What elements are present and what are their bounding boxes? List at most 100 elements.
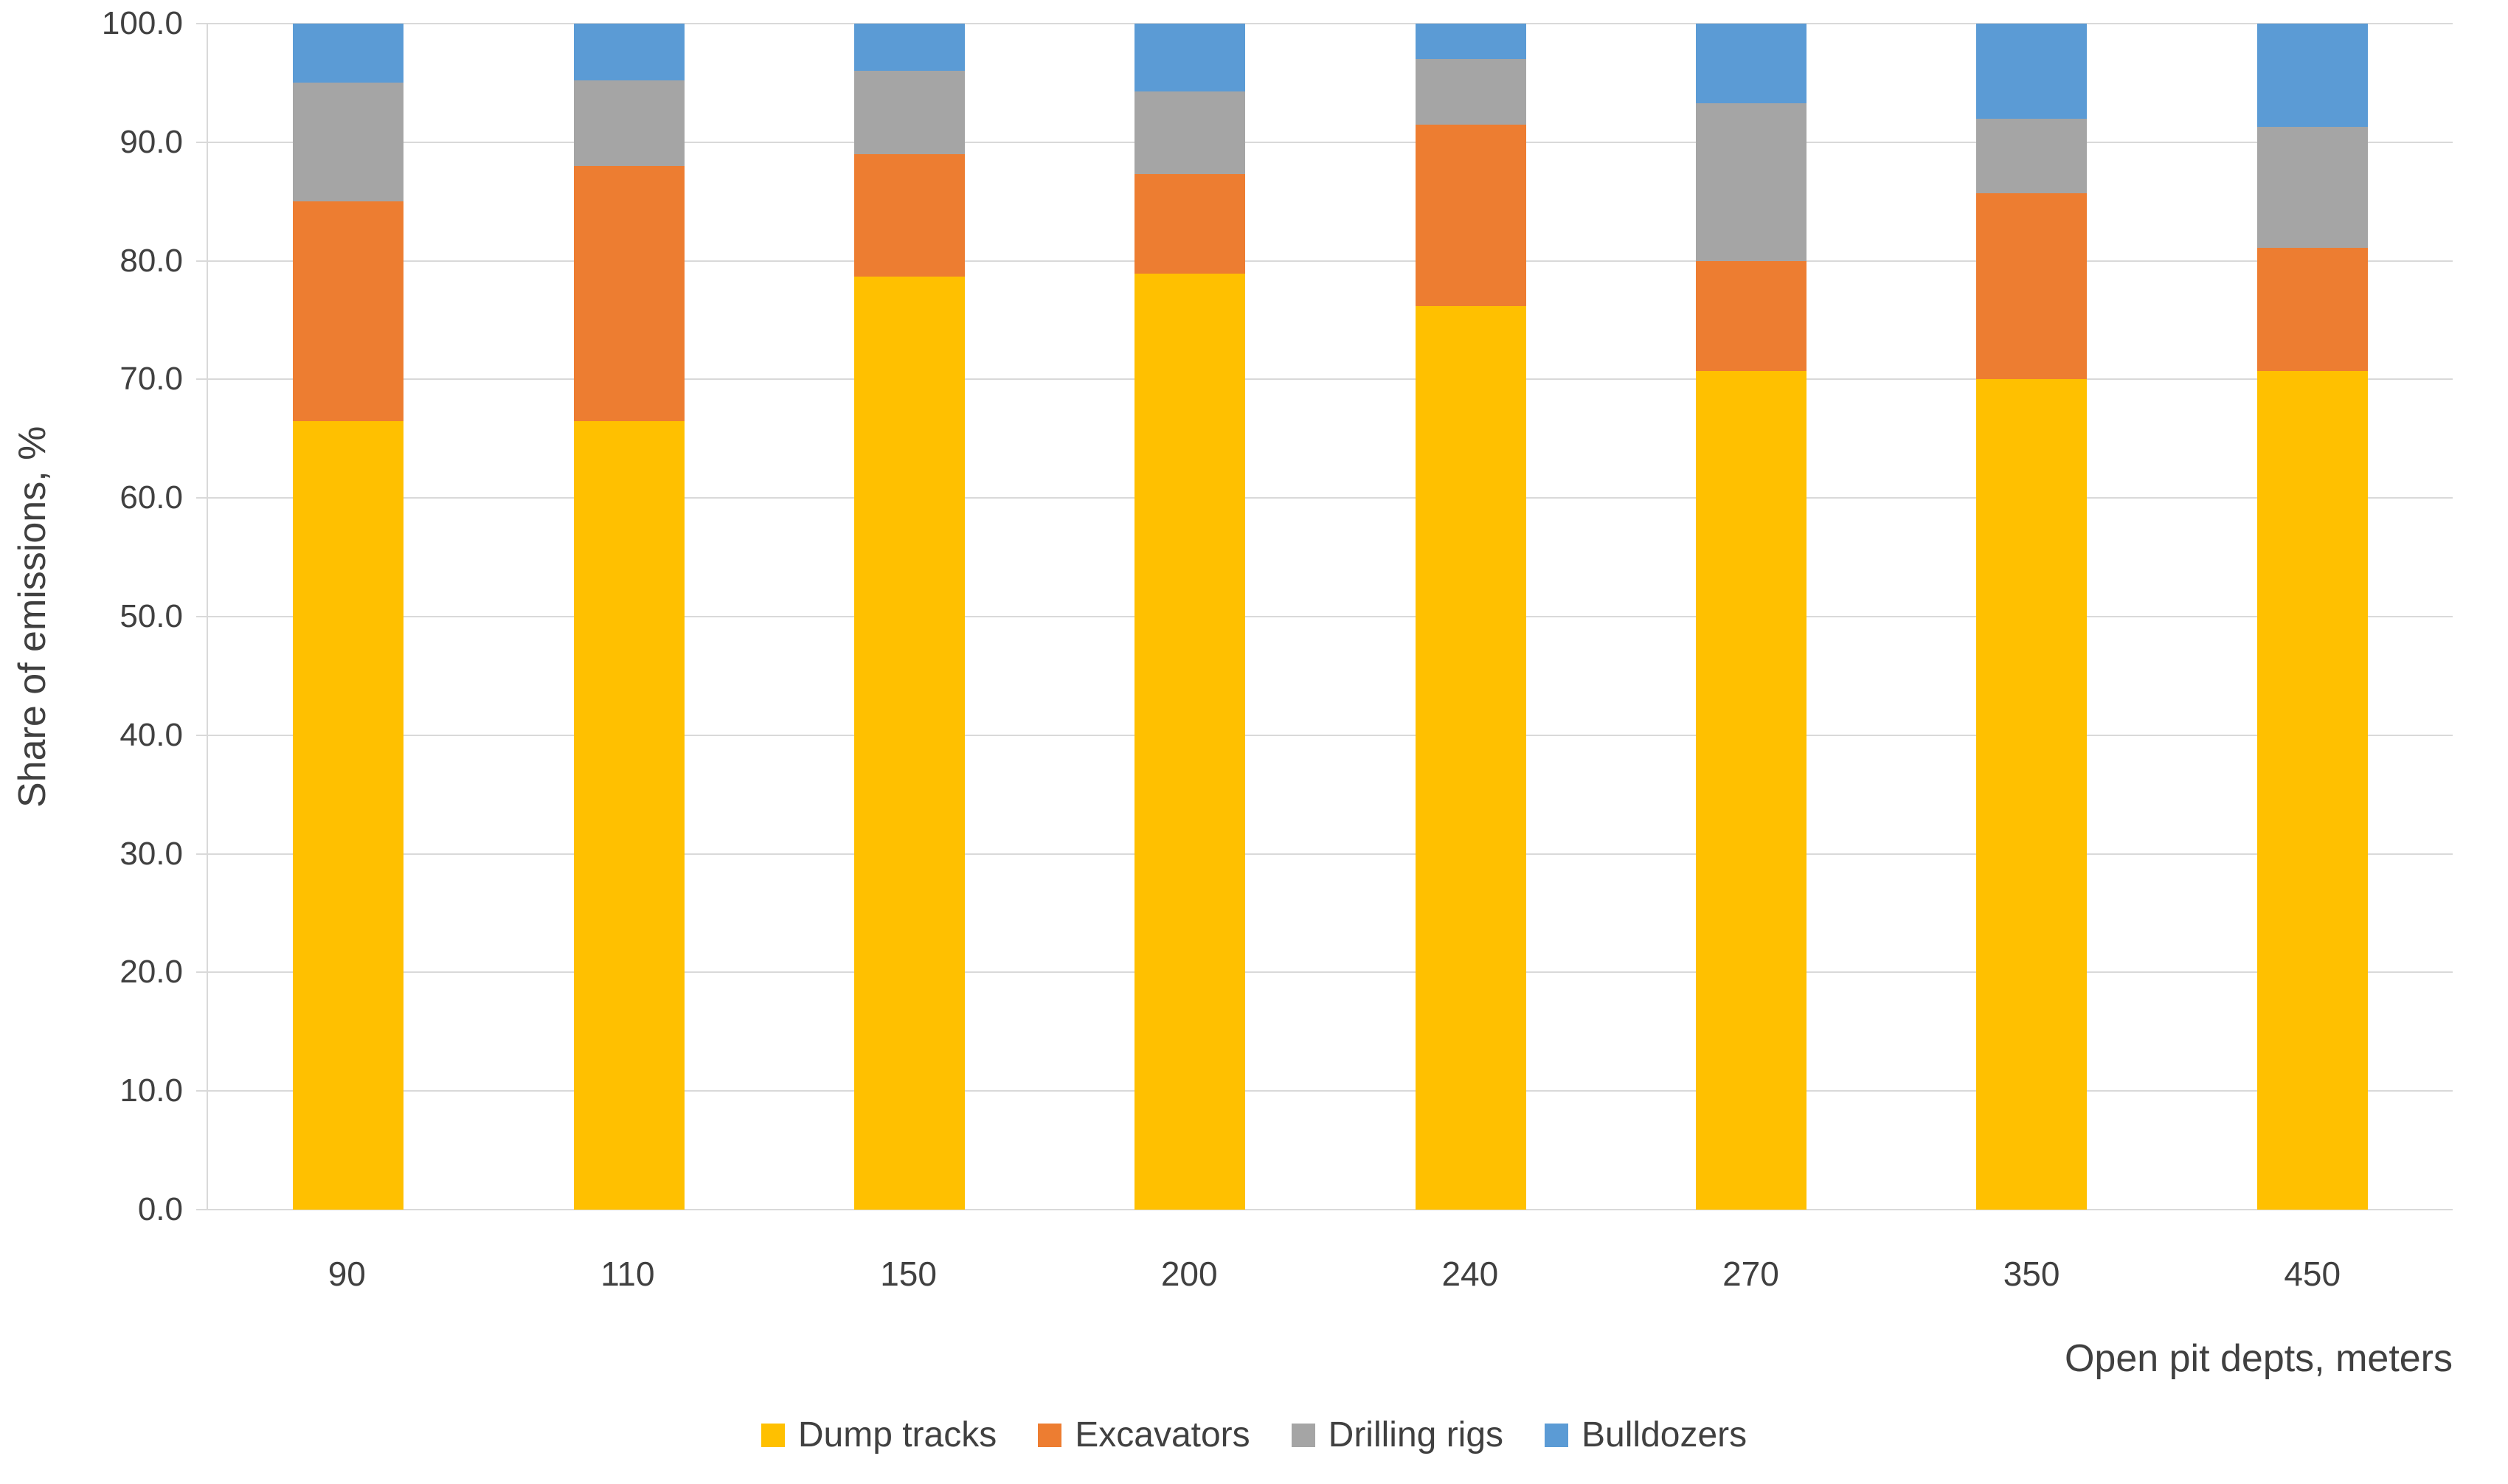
gridline <box>208 497 2453 499</box>
bar-segment-drilling-rigs-350 <box>1976 118 2088 193</box>
y-axis-tick-label: 70.0 <box>119 361 183 398</box>
legend-label: Drilling rigs <box>1328 1415 1504 1454</box>
bar-segment-excavators-450 <box>2256 247 2368 372</box>
y-axis-tick-mark <box>196 497 208 499</box>
bar-110 <box>573 24 685 1210</box>
bar-240 <box>1415 24 1526 1210</box>
y-axis-tick-label: 60.0 <box>119 479 183 516</box>
bar-350 <box>1976 24 2088 1210</box>
bar-slot-110 <box>488 24 769 1210</box>
gridline <box>208 23 2453 24</box>
y-axis-tick-mark <box>196 1090 208 1092</box>
y-axis-tick-label: 30.0 <box>119 835 183 872</box>
y-axis-tick-mark <box>196 260 208 262</box>
bar-segment-dump-tracks-270 <box>1696 371 1807 1210</box>
bar-slot-270 <box>1611 24 1891 1210</box>
legend-label: Dump tracks <box>797 1415 997 1454</box>
bar-segment-bulldozers-90 <box>293 24 404 83</box>
x-axis-tick-label: 110 <box>600 1255 655 1293</box>
bar-segment-drilling-rigs-200 <box>1135 91 1246 175</box>
bar-150 <box>853 24 965 1210</box>
gridline <box>208 141 2453 143</box>
bar-segment-excavators-150 <box>853 153 965 277</box>
bar-slot-450 <box>2172 24 2453 1210</box>
bar-segment-bulldozers-450 <box>2256 24 2368 127</box>
legend-item-dump-tracks: Dump tracks <box>761 1415 997 1455</box>
y-axis-tick-label: 10.0 <box>119 1072 183 1109</box>
legend-label: Excavators <box>1075 1415 1250 1454</box>
gridline <box>208 616 2453 617</box>
bar-segment-drilling-rigs-90 <box>293 83 404 202</box>
y-axis-tick-mark <box>196 853 208 855</box>
bar-segment-dump-tracks-150 <box>853 276 965 1210</box>
y-axis-tick-label: 80.0 <box>119 242 183 279</box>
y-axis-tick-label: 20.0 <box>119 954 183 991</box>
y-axis-tick-label: 100.0 <box>101 5 183 41</box>
bar-segment-bulldozers-270 <box>1696 24 1807 103</box>
y-axis-tick-label: 50.0 <box>119 598 183 634</box>
bar-200 <box>1135 24 1246 1210</box>
bar-segment-drilling-rigs-110 <box>573 80 685 166</box>
gridline <box>208 853 2453 855</box>
x-axis-tick-label: 270 <box>1722 1255 1779 1293</box>
gridline <box>208 1090 2453 1092</box>
y-axis-tick-mark <box>196 1209 208 1210</box>
y-axis-tick-label: 40.0 <box>119 716 183 753</box>
x-axis-tick-labels: 90 110 150 200 240 270 350 450 <box>207 1254 2453 1294</box>
y-axis-tick-mark <box>196 971 208 974</box>
bar-segment-excavators-270 <box>1696 260 1807 372</box>
bar-segment-dump-tracks-240 <box>1415 305 1526 1210</box>
bar-segment-drilling-rigs-270 <box>1696 103 1807 261</box>
bar-segment-drilling-rigs-450 <box>2256 126 2368 248</box>
bar-slot-90 <box>208 24 488 1210</box>
bar-450 <box>2256 24 2368 1210</box>
gridline <box>208 1209 2453 1210</box>
x-axis-title: Open pit depts, meters <box>2064 1337 2453 1380</box>
legend-item-drilling-rigs: Drilling rigs <box>1291 1415 1504 1455</box>
x-axis-tick-label: 240 <box>1441 1255 1499 1293</box>
y-axis-tick-mark <box>196 141 208 143</box>
bar-segment-excavators-90 <box>293 201 404 421</box>
bar-slot-200 <box>1050 24 1330 1210</box>
bar-segment-bulldozers-200 <box>1135 24 1246 91</box>
bar-segment-dump-tracks-110 <box>573 420 685 1210</box>
legend-item-excavators: Excavators <box>1038 1415 1250 1455</box>
y-axis-title: Share of emissions, % <box>11 426 54 808</box>
legend: Dump tracks Excavators Drilling rigs Bulldo… <box>0 1415 2508 1455</box>
y-axis-tick-label: 0.0 <box>137 1191 183 1227</box>
legend-swatch-icon <box>761 1423 785 1447</box>
bar-slot-150 <box>769 24 1050 1210</box>
x-axis-tick-label: 150 <box>880 1255 937 1293</box>
gridline <box>208 734 2453 736</box>
legend-swatch-icon <box>1291 1423 1315 1447</box>
bar-segment-drilling-rigs-240 <box>1415 59 1526 125</box>
legend-swatch-icon <box>1545 1423 1569 1447</box>
legend-item-bulldozers: Bulldozers <box>1545 1415 1747 1455</box>
y-axis-tick-mark <box>196 734 208 736</box>
bar-segment-bulldozers-110 <box>573 24 685 81</box>
gridline <box>208 260 2453 262</box>
bar-segment-dump-tracks-90 <box>293 420 404 1210</box>
gridline <box>208 971 2453 974</box>
y-axis-tick-mark <box>196 378 208 381</box>
plot-area: 0.0 10.0 20.0 30.0 40.0 50.0 60.0 70.0 80.0 90.0 1… <box>102 5 2453 1227</box>
bar-270 <box>1696 24 1807 1210</box>
x-axis-tick-label: 200 <box>1160 1255 1218 1293</box>
bar-segment-excavators-110 <box>573 165 685 421</box>
x-axis-tick-label: 90 <box>328 1255 366 1293</box>
legend-swatch-icon <box>1038 1423 1062 1447</box>
bar-segment-dump-tracks-350 <box>1976 379 2088 1210</box>
bar-segment-bulldozers-350 <box>1976 24 2088 119</box>
x-axis-tick-label: 350 <box>2003 1255 2060 1293</box>
bar-segment-drilling-rigs-150 <box>853 71 965 154</box>
legend-label: Bulldozers <box>1582 1415 1747 1454</box>
bar-segment-dump-tracks-200 <box>1135 274 1246 1210</box>
bar-segment-bulldozers-150 <box>853 24 965 72</box>
bar-slot-350 <box>1891 24 2172 1210</box>
y-axis-tick-label: 90.0 <box>119 123 183 160</box>
bar-segment-bulldozers-240 <box>1415 24 1526 60</box>
y-axis-tick-mark <box>196 616 208 617</box>
gridline <box>208 378 2453 381</box>
bar-slot-240 <box>1331 24 1611 1210</box>
